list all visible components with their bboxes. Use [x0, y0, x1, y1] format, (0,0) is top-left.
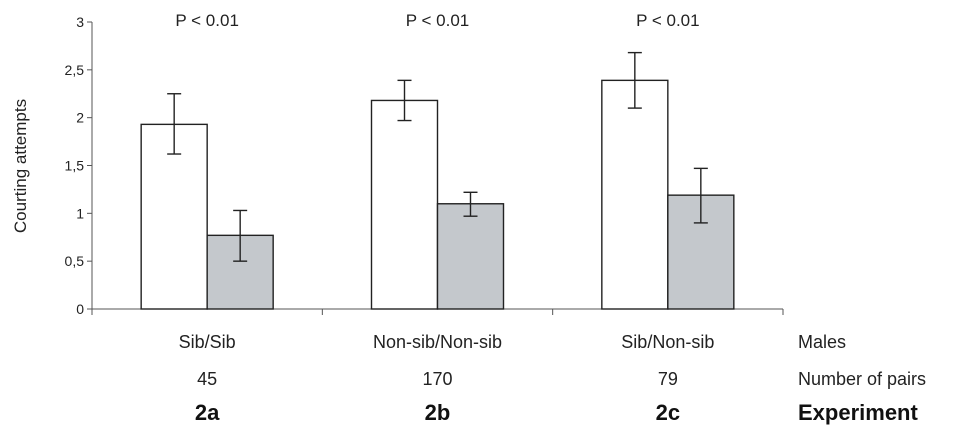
pairs-count: 45	[197, 369, 217, 389]
bar	[370, 99, 439, 310]
pairs-count: 170	[422, 369, 452, 389]
bar	[140, 123, 208, 310]
experiment-label: 2a	[195, 400, 220, 425]
category-label: Sib/Non-sib	[621, 332, 714, 352]
p-value-label: P < 0.01	[636, 11, 700, 30]
bars	[140, 51, 735, 310]
bar	[436, 203, 505, 310]
bar	[601, 79, 669, 310]
pairs-count: 79	[658, 369, 678, 389]
y-axis-label: Courting attempts	[11, 99, 30, 233]
p-value-label: P < 0.01	[406, 11, 470, 30]
category-label: Non-sib/Non-sib	[373, 332, 502, 352]
y-tick-label: 3	[76, 14, 84, 30]
y-tick-label: 2,5	[65, 62, 85, 78]
y-tick-label: 1	[76, 205, 84, 221]
labels: P < 0.01 Sib/Sib 45 2a P < 0.01 Non-sib/Non-s…	[175, 11, 714, 425]
experiment-label: 2b	[425, 400, 451, 425]
category-label: Sib/Sib	[179, 332, 236, 352]
row-title-pairs: Number of pairs	[798, 369, 926, 389]
y-tick-label: 0,5	[65, 253, 85, 269]
row-title-experiment: Experiment	[798, 400, 918, 425]
y-tick-label: 0	[76, 301, 84, 317]
experiment-label: 2c	[656, 400, 680, 425]
p-value-label: P < 0.01	[175, 11, 239, 30]
row-title-males: Males	[798, 332, 846, 352]
y-tick-label: 1,5	[65, 158, 85, 174]
y-tick-label: 2	[76, 110, 84, 126]
